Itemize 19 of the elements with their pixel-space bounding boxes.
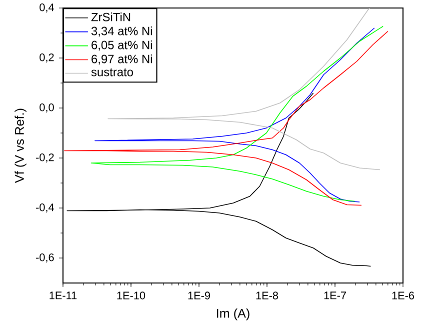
y-tick-label: -0,4 [36, 204, 54, 212]
y-tick-label: 0,4 [40, 4, 54, 12]
x-tick-label: 1E-7 [324, 292, 346, 300]
x-tick-label: 1E-9 [188, 292, 210, 300]
legend-label: 6,97 at% Ni [92, 54, 152, 65]
legend-label: 6,05 at% Ni [92, 40, 152, 51]
x-axis-title: Im (A) [216, 308, 250, 320]
x-tick-label: 1E-6 [392, 292, 414, 300]
legend-label: sustrato [91, 68, 134, 76]
y-axis-title: Vf (V vs Ref.) [14, 108, 26, 183]
y-tick-label: -0,2 [36, 154, 54, 162]
legend-label: ZrSiTiN [91, 12, 130, 22]
y-tick-label: 0,2 [40, 54, 54, 62]
legend-label: 3,34 at% Ni [91, 26, 152, 37]
y-tick-label: -0,6 [36, 254, 54, 262]
y-tick-label: 0,0 [40, 104, 54, 112]
x-tick-label: 1E-10 [117, 292, 146, 300]
x-tick-label: 1E-11 [50, 292, 77, 300]
x-tick-label: 1E-8 [256, 292, 278, 300]
